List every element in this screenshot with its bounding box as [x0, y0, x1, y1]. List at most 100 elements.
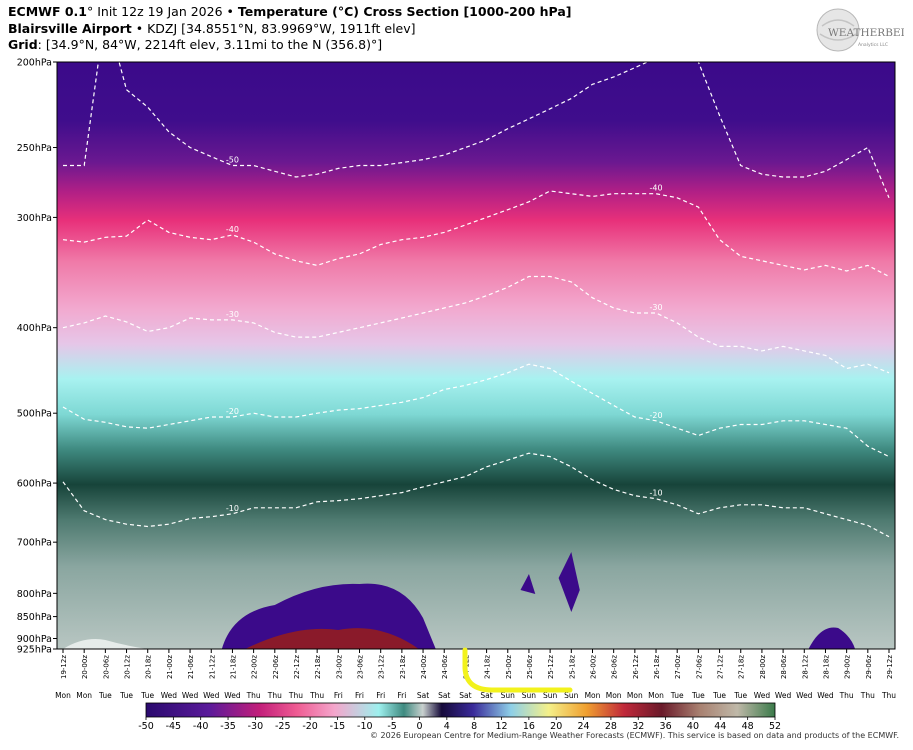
colorbar-label: 28 [605, 721, 617, 732]
x-day-label: Mon [585, 691, 601, 700]
x-time-label: 27-12z [717, 655, 725, 679]
x-time-label: 22-12z [293, 655, 301, 679]
x-day-label: Fri [376, 691, 385, 700]
x-day-label: Wed [161, 691, 178, 700]
x-time-label: 27-06z [695, 655, 703, 679]
model-degree: ° [86, 4, 94, 19]
x-time-label: 22-06z [272, 655, 280, 679]
header-line-2: Blairsville Airport • KDZJ [34.8551°N, 8… [8, 21, 571, 38]
x-time-label: 21-12z [208, 655, 216, 679]
x-time-label: 24-18z [484, 655, 492, 679]
x-time-label: 26-00z [589, 655, 597, 679]
near-surface-blobs [63, 552, 856, 649]
grid-label: Grid [8, 37, 38, 52]
contour-label: -40 [226, 225, 239, 234]
station-details: • KDZJ [34.8551°N, 83.9969°W, 1911ft ele… [131, 20, 416, 36]
x-day-label: Tue [140, 691, 154, 700]
colorbar-label: 4 [444, 721, 450, 732]
header-line-3: Grid: [34.9°N, 84°W, 2214ft elev, 3.11mi… [8, 37, 571, 54]
colorbar-label: 0 [416, 721, 422, 732]
x-day-label: Sun [522, 691, 537, 700]
x-time-label: 20-00z [81, 655, 89, 679]
colorbar-label: 48 [742, 721, 754, 732]
x-time-label: 27-18z [738, 655, 746, 679]
cold-spike-blob [558, 552, 580, 612]
model-name: ECMWF 0.1 [8, 4, 87, 19]
colorbar-label: 24 [578, 721, 590, 732]
x-day-label: Wed [203, 691, 220, 700]
contour-label: -10 [226, 504, 239, 513]
x-time-label: 22-00z [251, 655, 259, 679]
x-day-label: Sun [564, 691, 579, 700]
x-day-label: Thu [839, 691, 854, 700]
x-day-label: Fri [355, 691, 364, 700]
x-day-label: Tue [691, 691, 705, 700]
x-time-label: 21-18z [229, 655, 237, 679]
x-time-label: 23-00z [335, 655, 343, 679]
x-day-label: Wed [775, 691, 792, 700]
x-day-label: Mon [648, 691, 664, 700]
x-day-label: Wed [754, 691, 771, 700]
x-time-label: 24-06z [441, 655, 449, 679]
colorbar-label: -25 [275, 721, 291, 732]
x-time-label: 20-06z [102, 655, 110, 679]
colorbar-label: -40 [193, 721, 209, 732]
x-day-label: Mon [627, 691, 643, 700]
x-time-label: 22-18z [314, 655, 322, 679]
colorbar-label: -35 [220, 721, 236, 732]
colorbar-label: 8 [471, 721, 477, 732]
weatherbell-globe-logo: WEATHERBELL Analytics LLC [816, 8, 904, 52]
contour-line [62, 452, 890, 538]
x-time-label: 29-06z [865, 655, 873, 679]
x-time-label: 23-06z [357, 655, 365, 679]
x-time-label: 25-00z [505, 655, 513, 679]
contour-label: -20 [649, 411, 662, 420]
colorbar-label: -5 [387, 721, 396, 732]
colorbar-label: -30 [248, 721, 264, 732]
x-day-label: Thu [288, 691, 303, 700]
footer-copyright: © 2026 European Centre for Medium-Range … [370, 731, 899, 740]
x-day-label: Mon [606, 691, 622, 700]
x-day-label: Wed [224, 691, 241, 700]
cold-pool-blob-right [808, 627, 856, 649]
colorbar-label: 52 [769, 721, 781, 732]
x-day-label: Thu [860, 691, 875, 700]
contour-line [62, 190, 890, 278]
x-time-label: 21-00z [166, 655, 174, 679]
logo-text-sub: Analytics LLC [858, 42, 888, 48]
contour-line [62, 363, 890, 458]
x-time-label: 25-06z [526, 655, 534, 679]
x-time-label: 25-18z [568, 655, 576, 679]
x-day-label: Sat [417, 691, 429, 700]
x-time-label: 27-00z [674, 655, 682, 679]
x-time-label: 26-06z [611, 655, 619, 679]
x-day-label: Fri [334, 691, 343, 700]
contour-label: -40 [649, 184, 662, 193]
contour-label: -30 [649, 303, 662, 312]
colorbar-label: -50 [138, 721, 154, 732]
header-line-1: ECMWF 0.1° Init 12z 19 Jan 2026 • Temper… [8, 4, 571, 21]
x-time-label: 26-18z [653, 655, 661, 679]
x-time-label: 25-12z [547, 655, 555, 679]
x-time-label: 23-12z [378, 655, 386, 679]
x-time-label: 24-00z [420, 655, 428, 679]
y-tick-label: 900hPa [17, 634, 52, 645]
x-time-label: 28-18z [822, 655, 830, 679]
x-day-label: Sat [459, 691, 471, 700]
chart-header: ECMWF 0.1° Init 12z 19 Jan 2026 • Temper… [8, 4, 571, 54]
y-tick-label: 500hPa [17, 409, 52, 420]
colorbar-label: 36 [660, 721, 672, 732]
x-time-label: 28-12z [801, 655, 809, 679]
colorbar-label: -20 [302, 721, 318, 732]
x-time-label: 19-12z [60, 655, 68, 679]
x-time-label: 20-18z [145, 655, 153, 679]
colorbar-labels: -50 -45 -40 -35 -30 -25 -20 -15 -10 -5 0 4 8 12 16 20 24… [138, 717, 781, 732]
colorbar [145, 702, 776, 718]
x-axis: 19-12z Mon 20-00z Mon 20-06z Tue 20-12z Tue 20-1… [55, 649, 896, 700]
colorbar-label: 20 [550, 721, 562, 732]
x-day-label: Tue [98, 691, 112, 700]
x-time-label: 28-06z [780, 655, 788, 679]
contour-label: -10 [649, 489, 662, 498]
x-time-label: 28-00z [759, 655, 767, 679]
y-tick-label: 800hPa [17, 589, 52, 600]
